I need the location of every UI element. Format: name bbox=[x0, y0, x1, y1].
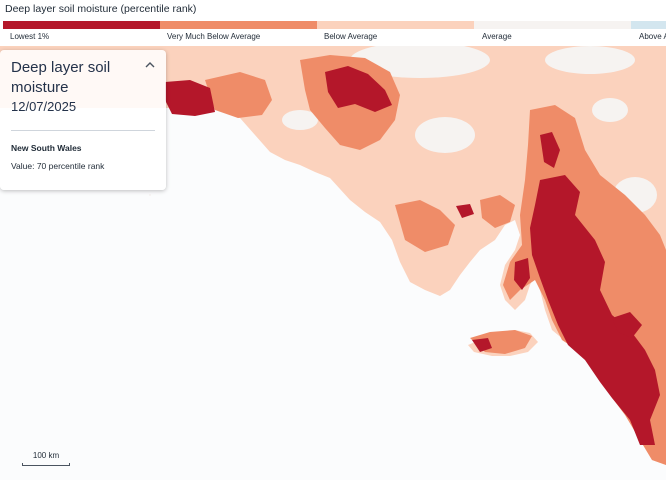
panel-date: 12/07/2025 bbox=[11, 99, 77, 114]
legend-swatch-above bbox=[631, 21, 666, 29]
scale-label: 100 km bbox=[32, 451, 60, 460]
map-legend: Deep layer soil moisture (percentile ran… bbox=[0, 0, 666, 46]
legend-title: Deep layer soil moisture (percentile ran… bbox=[5, 3, 197, 15]
legend-swatch-very-much-below bbox=[160, 21, 317, 29]
land-lowest-layer bbox=[165, 66, 660, 445]
scale-bar: 100 km bbox=[22, 451, 70, 466]
legend-swatch-lowest bbox=[3, 21, 160, 29]
panel-title: Deep layer soil moisture bbox=[11, 59, 111, 96]
legend-label-above: Above A bbox=[639, 32, 666, 41]
scale-line bbox=[22, 463, 70, 466]
legend-color-bar bbox=[3, 21, 666, 29]
legend-label-very-much-below: Very Much Below Average bbox=[167, 32, 261, 41]
region-info-panel: Deep layer soil moisture 12/07/2025 New … bbox=[0, 50, 166, 190]
legend-label-lowest: Lowest 1% bbox=[10, 32, 50, 41]
soil-moisture-map[interactable] bbox=[0, 46, 666, 480]
panel-value: Value: 70 percentile rank bbox=[11, 161, 105, 171]
panel-region-name: New South Wales bbox=[11, 143, 82, 153]
legend-label-average: Average bbox=[482, 32, 512, 41]
land-average-layer bbox=[149, 46, 657, 213]
legend-label-below: Below Average bbox=[324, 32, 378, 41]
legend-swatch-average bbox=[474, 21, 631, 29]
legend-swatch-below bbox=[317, 21, 474, 29]
panel-divider bbox=[11, 130, 155, 131]
chevron-up-icon[interactable] bbox=[143, 58, 157, 72]
